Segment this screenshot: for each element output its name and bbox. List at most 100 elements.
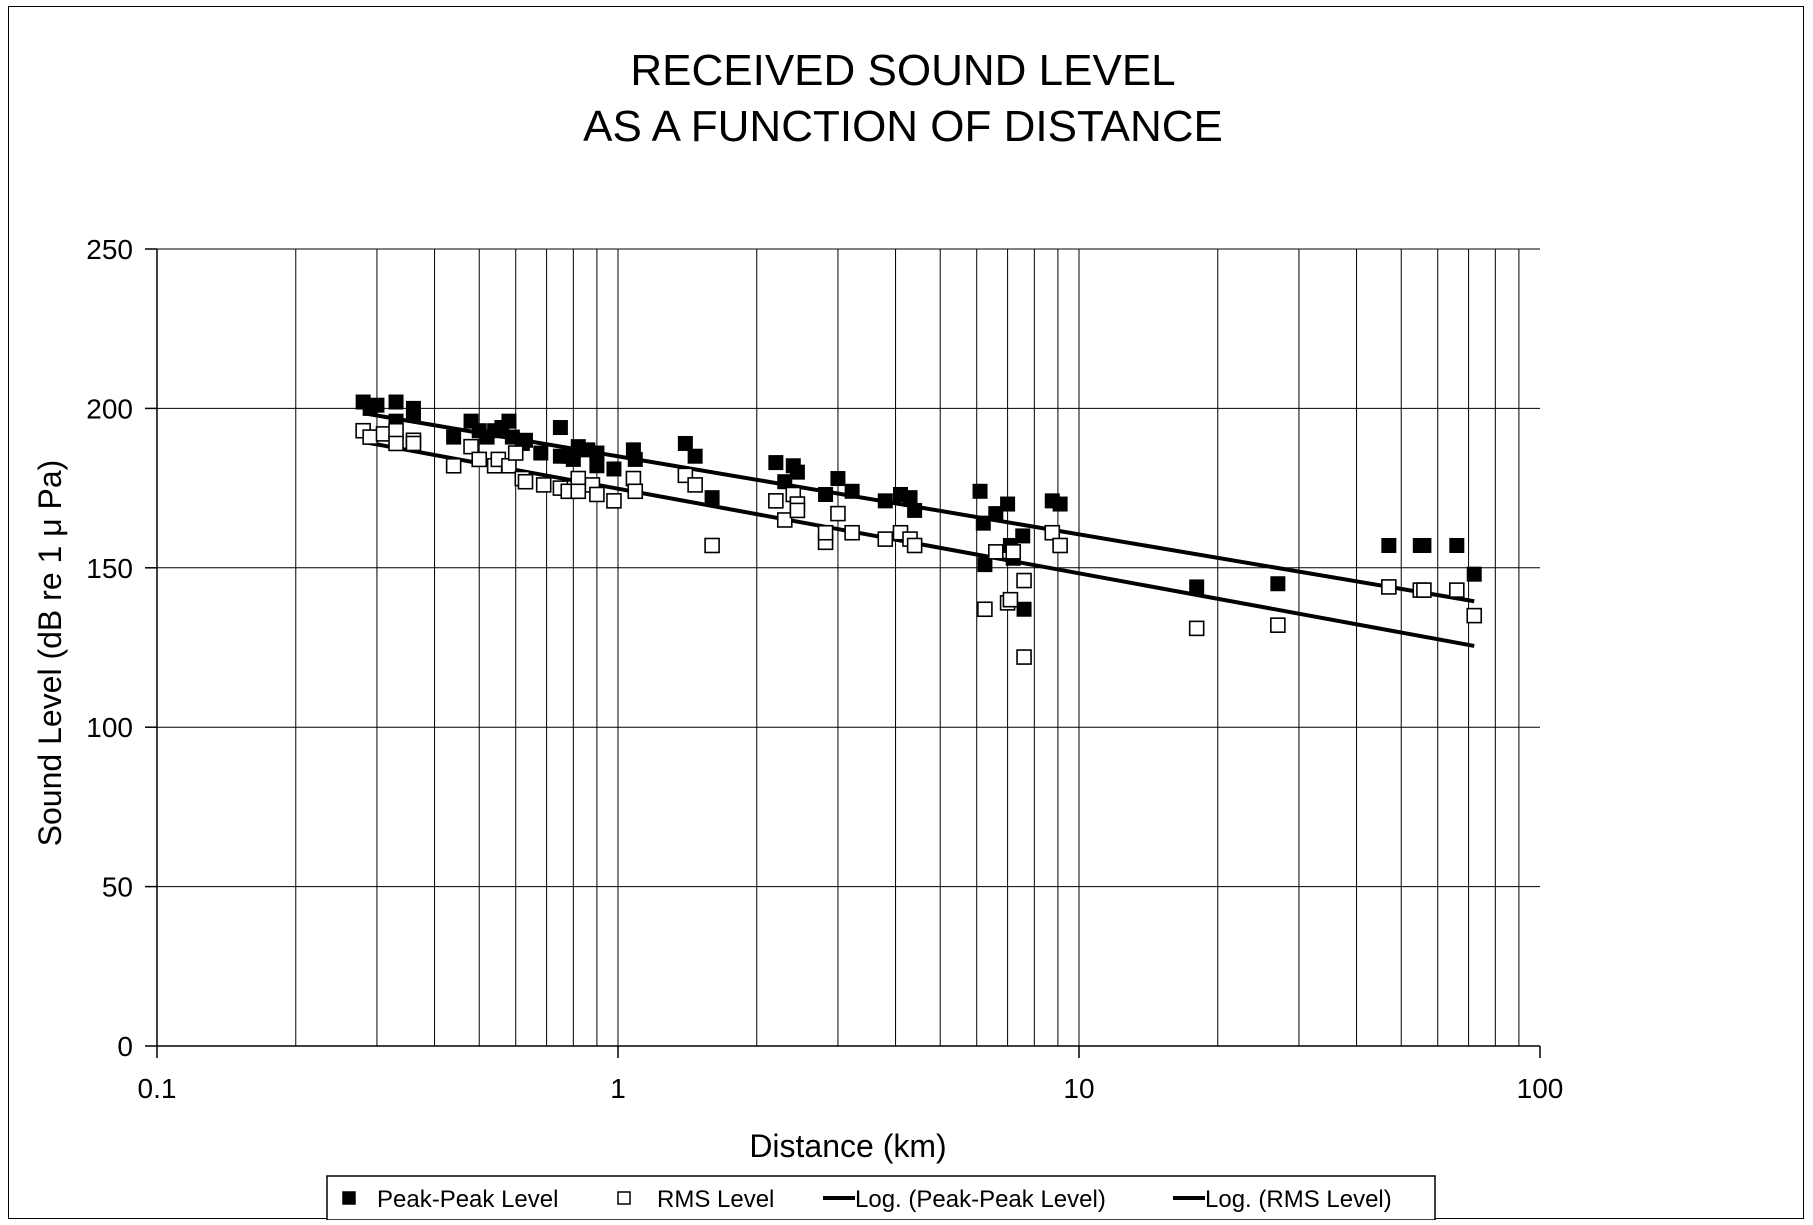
peak-peak-point: [988, 506, 1004, 522]
rms-point: [877, 531, 894, 547]
rms-point: [906, 537, 923, 554]
rms-point: [830, 505, 846, 522]
points-layer: [355, 394, 1483, 665]
axes-layer: 0 50 100 150 200 250 0.1 1 10 100: [86, 234, 1563, 1104]
rms-point: [589, 486, 605, 503]
rms-point: [517, 473, 534, 490]
peak-peak-point: [405, 407, 421, 423]
peak-peak-point: [1449, 537, 1465, 553]
rms-point: [1016, 572, 1032, 589]
x-tick-label: 100: [1517, 1073, 1564, 1104]
rms-point: [687, 477, 703, 493]
peak-peak-point: [627, 451, 643, 467]
peak-peak-point: [902, 490, 918, 506]
rms-point: [789, 502, 806, 519]
peak-peak-point: [606, 461, 622, 477]
rms-point: [507, 445, 524, 461]
rms-point: [977, 601, 993, 618]
peak-peak-point: [907, 502, 923, 518]
rms-point: [570, 483, 587, 500]
rms-point: [471, 451, 488, 468]
rms-point: [627, 483, 644, 500]
chart-title-line-2: AS A FUNCTION OF DISTANCE: [583, 102, 1223, 151]
rms-point: [988, 544, 1004, 560]
rms-point: [1449, 582, 1465, 598]
peak-peak-point: [1015, 528, 1031, 544]
rms-point: [704, 537, 720, 554]
rms-point: [463, 438, 479, 455]
peak-peak-point: [1416, 537, 1432, 553]
legend-label: Peak-Peak Level: [377, 1186, 558, 1213]
rms-point: [388, 435, 404, 452]
rms-point: [1188, 620, 1205, 637]
peak-peak-point: [369, 397, 385, 413]
rms-point: [1002, 591, 1019, 608]
peak-peak-point: [517, 432, 533, 448]
legend-label: RMS Level: [657, 1186, 774, 1213]
legend: Peak-Peak Level RMS Level Log. (Peak-Peak …: [326, 1175, 1436, 1221]
rms-point: [405, 435, 422, 452]
rms-point: [362, 429, 378, 445]
y-tick-label: 50: [102, 872, 133, 903]
rms-point: [388, 422, 404, 439]
peak-peak-point: [972, 483, 988, 499]
y-tick-label: 150: [86, 553, 133, 584]
rms-point: [1044, 524, 1061, 541]
legend-label: Log. (Peak-Peak Level): [855, 1186, 1106, 1213]
peak-peak-point: [552, 420, 568, 436]
rms-point: [535, 477, 552, 493]
rms-point: [1270, 617, 1286, 633]
rms-point: [817, 524, 834, 541]
peak-peak-point: [844, 483, 860, 499]
peak-peak-point: [1270, 576, 1286, 592]
rms-point: [606, 493, 622, 509]
peak-peak-point: [1381, 537, 1397, 553]
chart-frame: 0 50 100 150 200 250 0.1 1 10 100 RECEIVED SOUND …: [8, 6, 1804, 1221]
peak-peak-point: [1000, 496, 1016, 512]
rms-point: [501, 457, 517, 474]
rms-point: [1005, 544, 1022, 560]
peak-peak-point: [1016, 601, 1032, 617]
rms-point: [768, 493, 784, 509]
rms-point: [1416, 582, 1432, 598]
peak-peak-point: [565, 451, 581, 467]
peak-peak-point: [1052, 496, 1068, 512]
peak-peak-point: [768, 455, 784, 471]
peak-peak-point: [446, 429, 462, 445]
peak-peak-point: [818, 486, 834, 502]
y-tick-label: 250: [86, 234, 133, 265]
peak-peak-point: [704, 490, 720, 506]
peak-peak-point: [677, 435, 693, 451]
legend-box: [326, 1175, 1436, 1221]
peak-peak-point: [589, 445, 605, 461]
rms-point: [776, 512, 793, 528]
peak-peak-point: [877, 493, 893, 509]
peak-peak-point: [977, 557, 993, 573]
rms-point: [570, 470, 587, 487]
rms-point: [844, 524, 860, 541]
peak-peak-point: [533, 445, 549, 461]
x-tick-label: 0.1: [138, 1073, 177, 1104]
peak-peak-point: [1466, 566, 1482, 582]
rms-point: [1466, 607, 1483, 624]
y-tick-label: 100: [86, 712, 133, 743]
chart-canvas: 0 50 100 150 200 250 0.1 1 10 100 RECEIVED SOUND …: [32, 46, 1563, 1221]
peak-peak-point: [975, 515, 991, 531]
peak-peak-point: [501, 413, 517, 429]
peak-peak-point: [687, 448, 703, 464]
rms-point: [1052, 537, 1068, 554]
x-tick-label: 1: [610, 1073, 626, 1104]
grid-layer: [157, 248, 1540, 1047]
rms-point: [625, 470, 642, 487]
legend-filled-square-swatch: [342, 1191, 356, 1205]
legend-open-square-swatch: [617, 1191, 631, 1205]
x-tick-label: 10: [1063, 1073, 1094, 1104]
rms-point: [1381, 579, 1397, 595]
peak-peak-point: [777, 474, 793, 490]
rms-point: [445, 457, 462, 474]
rms-point: [1016, 649, 1032, 665]
legend-label: Log. (RMS Level): [1205, 1186, 1392, 1213]
x-axis-label: Distance (km): [749, 1128, 946, 1164]
y-tick-label: 200: [86, 393, 133, 424]
peak-peak-point: [830, 471, 846, 487]
